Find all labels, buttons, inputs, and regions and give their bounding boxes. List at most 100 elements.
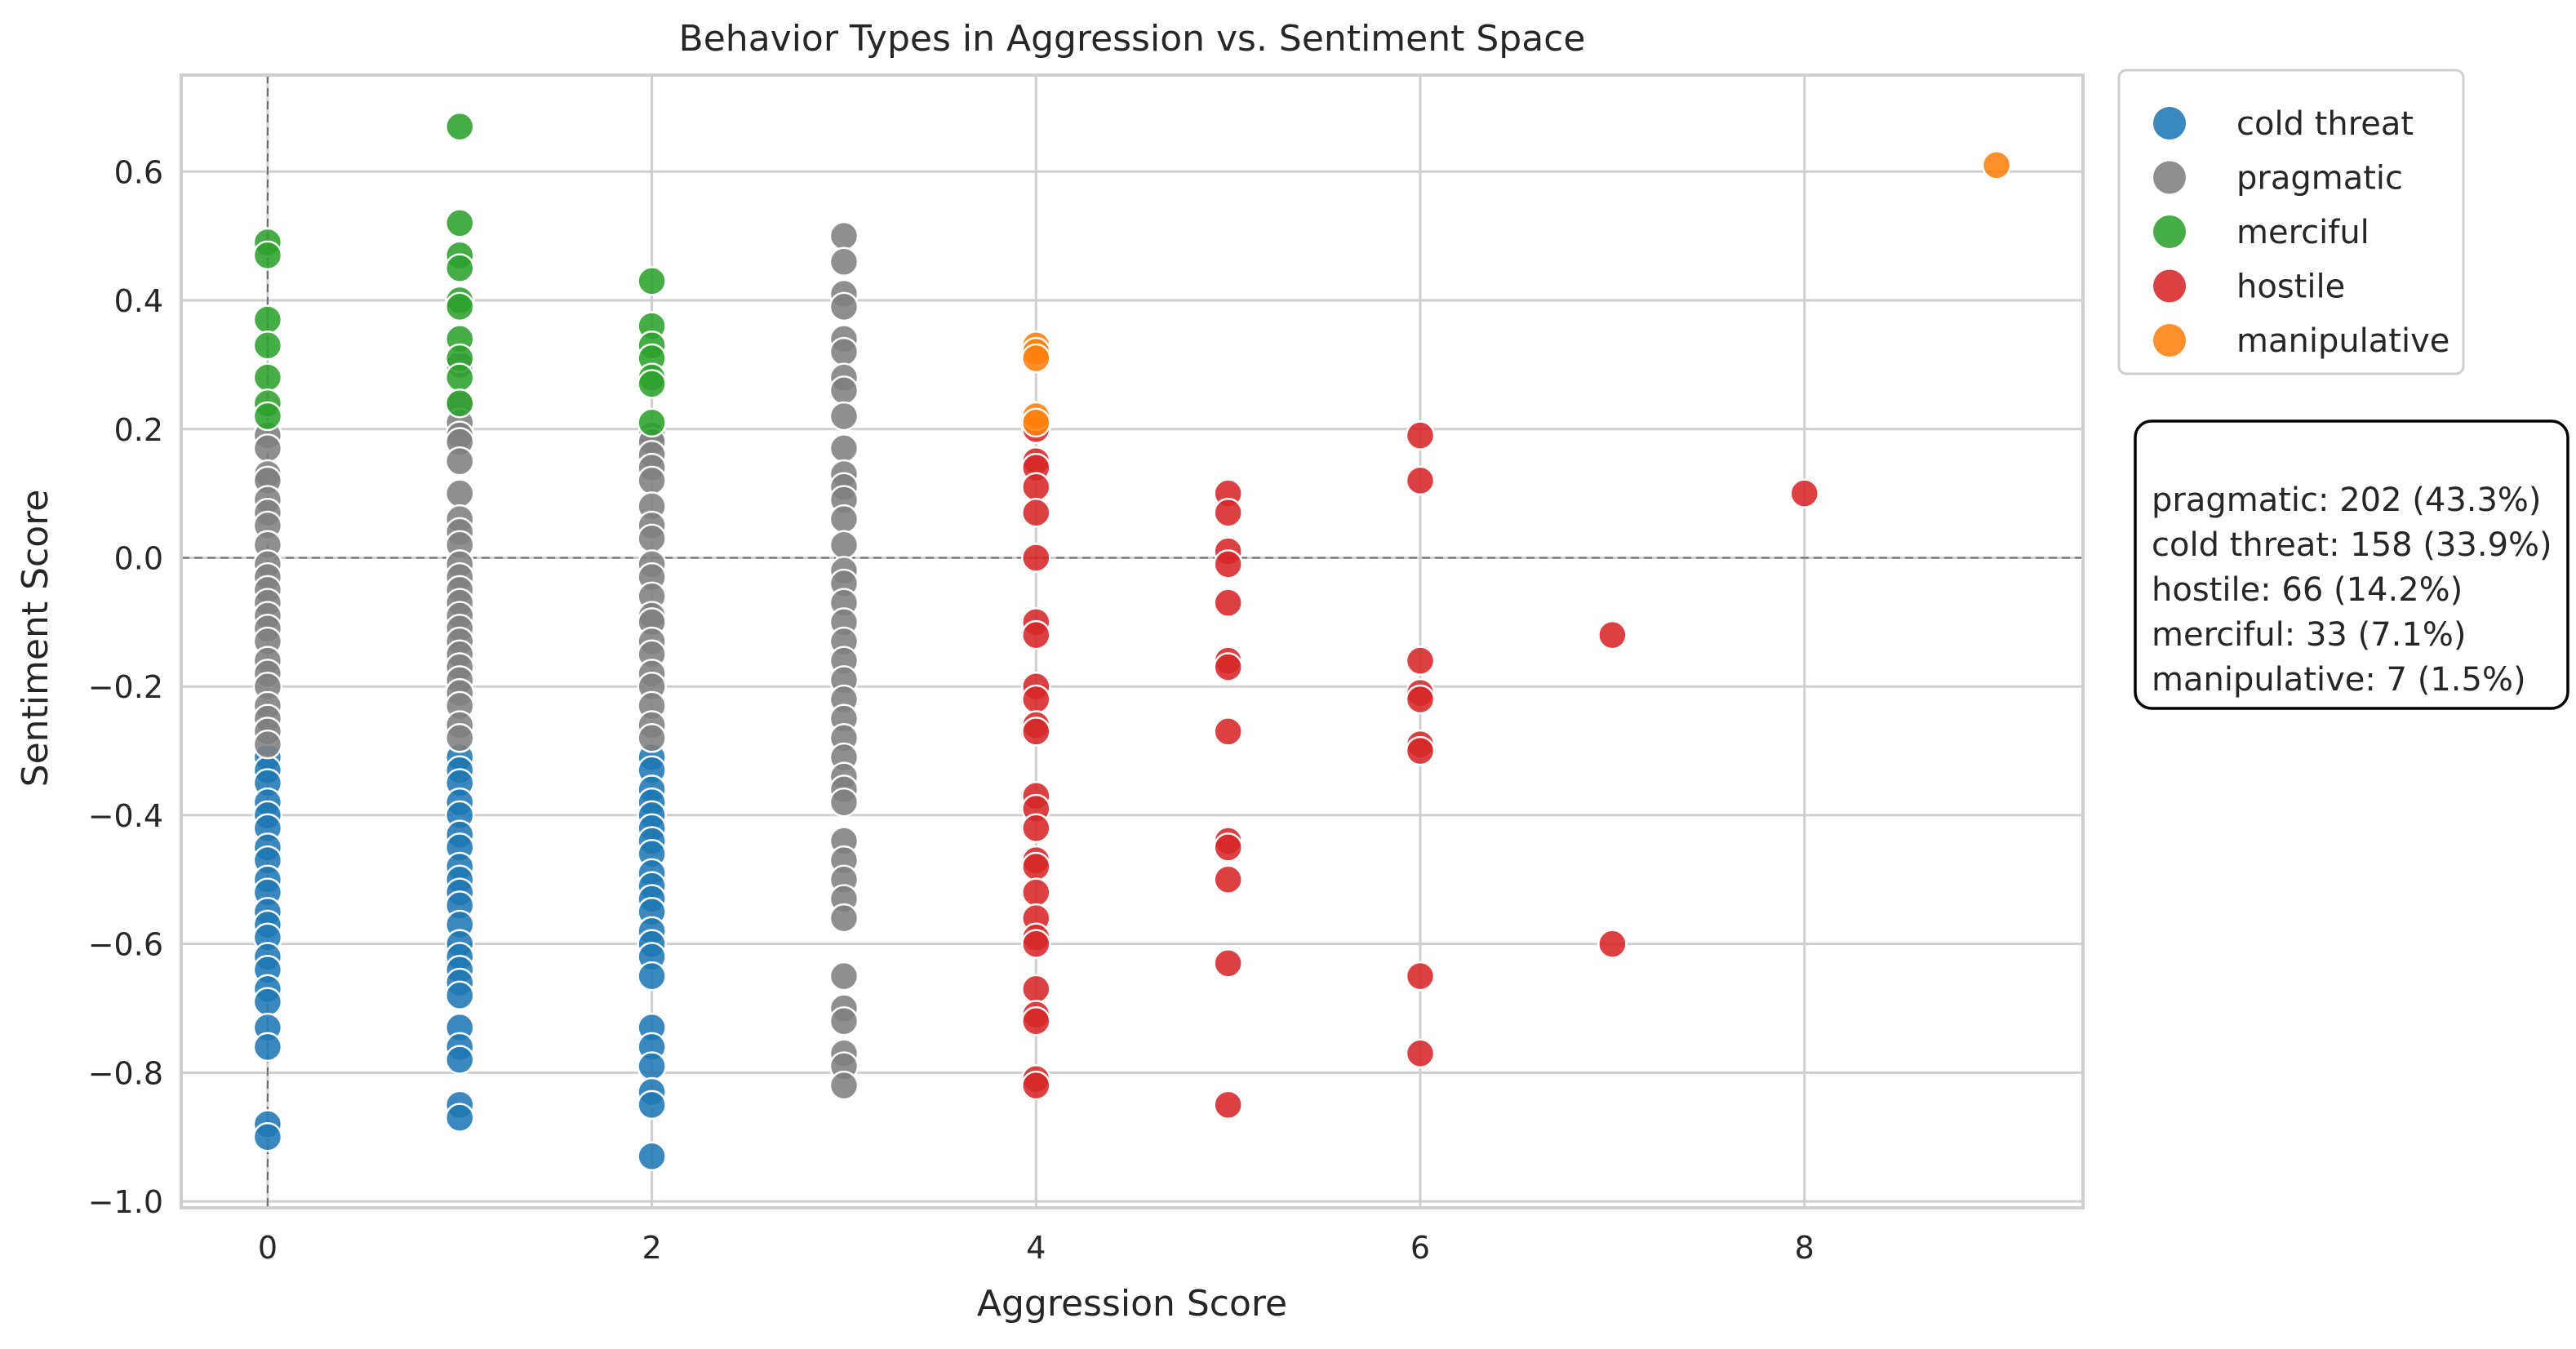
point-pragmatic — [828, 220, 859, 251]
point-hostile — [1405, 465, 1436, 496]
point-hostile — [1021, 1070, 1051, 1101]
point-cold-threat — [637, 1051, 667, 1081]
summary-line: manipulative: 7 (1.5%) — [2152, 661, 2526, 699]
point-cold-threat — [252, 987, 283, 1017]
point-cold-threat — [445, 1103, 475, 1133]
data-points — [252, 111, 2012, 1172]
point-hostile — [1021, 877, 1051, 907]
point-merciful — [445, 111, 475, 142]
legend-marker — [2153, 107, 2186, 140]
point-merciful — [445, 388, 475, 419]
x-tick-label: 0 — [258, 1230, 278, 1266]
point-cold-threat — [637, 1141, 667, 1172]
point-hostile — [1021, 619, 1051, 650]
point-pragmatic — [828, 903, 859, 934]
point-hostile — [1021, 717, 1051, 747]
y-tick-label: 0.4 — [114, 283, 163, 319]
point-pragmatic — [445, 723, 475, 753]
x-axis-ticks: 0 2 4 6 8 — [258, 1230, 1814, 1266]
point-hostile — [1021, 1006, 1051, 1036]
y-tick-label: −1.0 — [88, 1184, 163, 1220]
summary-line: hostile: 66 (14.2%) — [2152, 571, 2463, 609]
chart-title: Behavior Types in Aggression vs. Sentime… — [679, 18, 1586, 60]
point-hostile — [1021, 813, 1051, 843]
point-merciful — [252, 401, 283, 432]
point-hostile — [1213, 717, 1243, 747]
summary-line: cold threat: 158 (33.9%) — [2152, 526, 2552, 564]
point-merciful — [445, 291, 475, 322]
point-manipulative — [1981, 150, 2012, 180]
point-hostile — [1405, 420, 1436, 450]
legend-label: manipulative — [2236, 322, 2449, 360]
point-pragmatic — [828, 246, 859, 277]
point-pragmatic — [637, 723, 667, 753]
point-hostile — [1021, 851, 1051, 882]
point-pragmatic — [828, 433, 859, 464]
point-hostile — [1021, 498, 1051, 528]
point-pragmatic — [637, 523, 667, 554]
point-hostile — [1213, 864, 1243, 895]
legend: cold threat pragmatic merciful hostile manip… — [2117, 69, 2465, 375]
summary-box: pragmatic: 202 (43.3%) cold threat: 158 (… — [2134, 419, 2569, 710]
point-hostile — [1021, 684, 1051, 715]
point-cold-threat — [252, 1032, 283, 1063]
point-merciful — [637, 266, 667, 296]
point-hostile — [1405, 646, 1436, 676]
point-hostile — [1213, 652, 1243, 682]
point-pragmatic — [828, 1070, 859, 1101]
point-cold-threat — [637, 1089, 667, 1120]
legend-label: pragmatic — [2236, 160, 2403, 197]
legend-marker — [2153, 215, 2186, 248]
summary-line: merciful: 33 (7.1%) — [2152, 616, 2466, 654]
point-hostile — [1405, 961, 1436, 992]
y-tick-label: −0.4 — [88, 798, 163, 834]
point-hostile — [1405, 1038, 1436, 1068]
point-hostile — [1597, 929, 1628, 959]
point-pragmatic — [252, 433, 283, 464]
y-tick-label: 0.6 — [114, 154, 163, 190]
legend-frame — [2117, 69, 2465, 375]
point-pragmatic — [828, 530, 859, 560]
point-pragmatic — [637, 465, 667, 496]
point-hostile — [1405, 735, 1436, 766]
y-tick-label: 0.0 — [114, 540, 163, 576]
point-cold-threat — [637, 961, 667, 992]
point-hostile — [1213, 588, 1243, 618]
point-cold-threat — [445, 980, 475, 1010]
point-pragmatic — [828, 291, 859, 322]
point-pragmatic — [828, 401, 859, 432]
point-merciful — [445, 208, 475, 238]
legend-label: hostile — [2236, 268, 2345, 306]
point-merciful — [445, 253, 475, 283]
legend-marker — [2153, 161, 2186, 194]
point-merciful — [637, 407, 667, 438]
y-axis-ticks: −1.0 −0.8 −0.6 −0.4 −0.2 0.0 0.2 0.4 0.6 — [88, 154, 163, 1220]
point-manipulative — [1021, 343, 1051, 374]
point-hostile — [1213, 948, 1243, 978]
point-hostile — [1213, 498, 1243, 528]
point-manipulative — [1021, 407, 1051, 438]
point-hostile — [1405, 684, 1436, 715]
y-tick-label: −0.6 — [88, 927, 163, 963]
point-merciful — [252, 304, 283, 335]
legend-marker — [2153, 269, 2186, 303]
y-axis-label: Sentiment Score — [15, 490, 56, 788]
summary-frame — [2134, 419, 2569, 710]
point-hostile — [1021, 472, 1051, 502]
plot-frame — [180, 73, 2085, 1209]
point-hostile — [1213, 832, 1243, 863]
x-tick-label: 6 — [1410, 1230, 1430, 1266]
point-cold-threat — [445, 1045, 475, 1075]
point-merciful — [252, 362, 283, 393]
legend-marker — [2153, 324, 2186, 357]
point-pragmatic — [828, 1006, 859, 1036]
y-tick-label: −0.2 — [88, 669, 163, 705]
point-pragmatic — [828, 375, 859, 406]
point-pragmatic — [445, 478, 475, 508]
point-merciful — [637, 369, 667, 399]
point-pragmatic — [828, 504, 859, 535]
y-tick-label: −0.8 — [88, 1055, 163, 1091]
y-tick-label: 0.2 — [114, 412, 163, 448]
point-hostile — [1213, 1089, 1243, 1120]
